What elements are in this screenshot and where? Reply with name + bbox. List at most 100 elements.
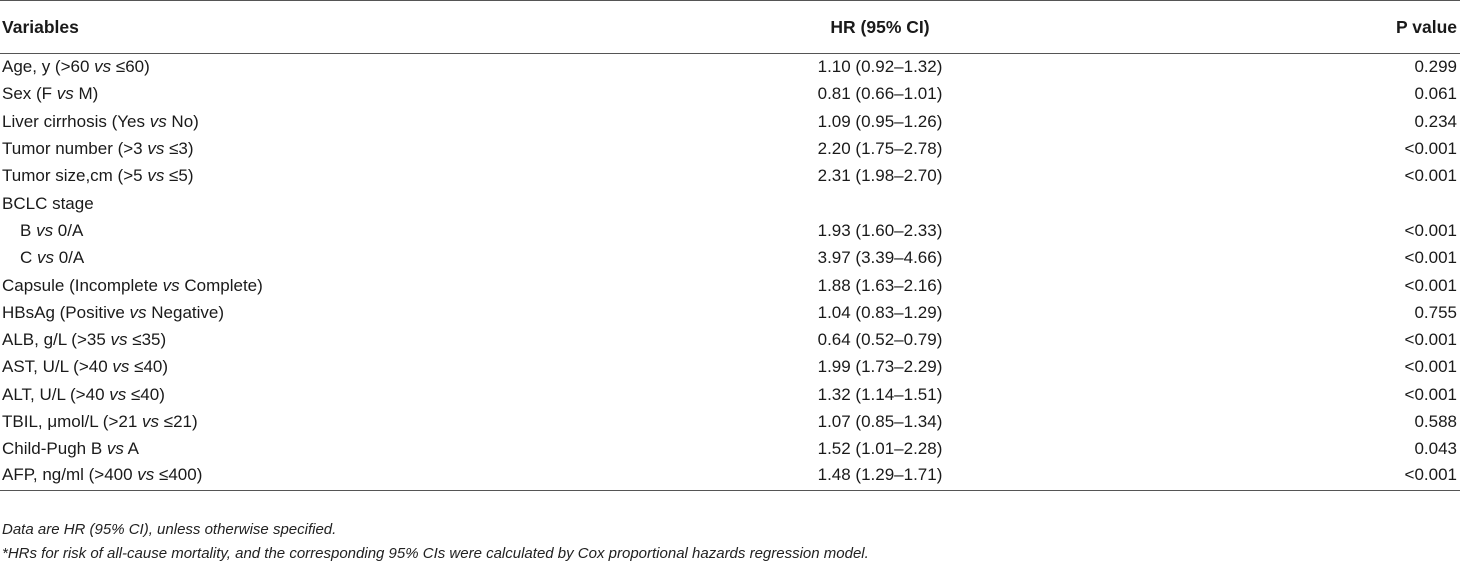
variable-text: Capsule (Incomplete xyxy=(2,275,163,295)
variable-text: Child-Pugh B xyxy=(2,439,107,459)
footnote: Data are HR (95% CI), unless otherwise s… xyxy=(2,521,337,538)
table-row: Child-Pugh B vs A 1.52 (1.01–2.28) 0.043 xyxy=(0,436,1460,463)
variable-text: B xyxy=(20,220,37,240)
cell-variable: Child-Pugh B vs A xyxy=(0,436,700,463)
table-row: Capsule (Incomplete vs Complete) 1.88 (1.… xyxy=(0,272,1460,299)
cell-hr: 2.31 (1.98–2.70) xyxy=(817,166,943,186)
variable-text-suffix: ≤400) xyxy=(154,464,203,484)
cell-hr: 1.48 (1.29–1.71) xyxy=(817,464,943,484)
variable-vs: vs xyxy=(162,275,180,295)
cell-hr: 1.10 (0.92–1.32) xyxy=(817,57,943,77)
cell-p-value: <0.001 xyxy=(1404,384,1457,404)
cell-p-value: 0.061 xyxy=(1414,84,1457,104)
variable-vs: vs xyxy=(110,330,128,350)
variable-text-suffix: Complete) xyxy=(179,275,263,295)
variable-text-suffix: Negative) xyxy=(146,302,225,322)
variable-text-suffix: ≤60) xyxy=(111,57,150,77)
table-row: Tumor size,cm (>5 vs ≤5) 2.31 (1.98–2.70)… xyxy=(0,163,1460,190)
cell-variable: C vs 0/A xyxy=(0,245,700,272)
cell-p-value: 0.234 xyxy=(1414,111,1457,131)
header-p-value: P value xyxy=(1060,0,1460,54)
cell-variable: Sex (F vs M) xyxy=(0,81,700,108)
cell-variable: Liver cirrhosis (Yes vs No) xyxy=(0,108,700,135)
variable-text: ALB, g/L (>35 xyxy=(2,330,111,350)
cell-variable: ALT, U/L (>40 vs ≤40) xyxy=(0,381,700,408)
cell-p-value: <0.001 xyxy=(1404,357,1457,377)
cell-p-value: 0.588 xyxy=(1414,412,1457,431)
cell-p-value: <0.001 xyxy=(1404,275,1457,295)
variable-text: BCLC stage xyxy=(2,193,94,213)
cell-hr: 1.07 (0.85–1.34) xyxy=(817,412,943,431)
variable-text: Tumor number (>3 xyxy=(2,139,148,159)
table-header: Variables HR (95% CI) P value xyxy=(0,0,1460,54)
table-row: ALB, g/L (>35 vs ≤35) 0.64 (0.52–0.79) <0.… xyxy=(0,326,1460,353)
table-row: ALT, U/L (>40 vs ≤40) 1.32 (1.14–1.51) <0.… xyxy=(0,381,1460,408)
variable-vs: vs xyxy=(112,357,130,377)
table-row: Sex (F vs M) 0.81 (0.66–1.01) 0.061 xyxy=(0,81,1460,108)
table-row: HBsAg (Positive vs Negative) 1.04 (0.83–1… xyxy=(0,299,1460,326)
cell-variable: TBIL, μmol/L (>21 vs ≤21) xyxy=(0,408,700,435)
variable-vs: vs xyxy=(106,439,124,459)
cell-variable: BCLC stage xyxy=(0,190,700,217)
cell-p-value: 0.299 xyxy=(1414,57,1457,77)
cell-variable: HBsAg (Positive vs Negative) xyxy=(0,299,700,326)
table-row: B vs 0/A 1.93 (1.60–2.33) <0.001 xyxy=(0,217,1460,244)
cell-hr: 1.09 (0.95–1.26) xyxy=(817,111,943,131)
variable-vs: vs xyxy=(142,412,160,431)
cell-hr: 3.97 (3.39–4.66) xyxy=(817,248,943,268)
variable-text-suffix: No) xyxy=(166,111,199,131)
cell-variable: AST, U/L (>40 vs ≤40) xyxy=(0,354,700,381)
cell-hr: 1.52 (1.01–2.28) xyxy=(817,439,943,459)
table-footnotes: Data are HR (95% CI), unless otherwise s… xyxy=(2,518,869,566)
variable-vs: vs xyxy=(36,220,54,240)
cell-variable: AFP, ng/ml (>400 vs ≤400) xyxy=(0,463,700,490)
variable-vs: vs xyxy=(137,464,155,484)
variable-vs: vs xyxy=(149,111,167,131)
cell-p-value: <0.001 xyxy=(1404,330,1457,350)
variable-text: Age, y (>60 xyxy=(2,57,95,77)
table-row: Age, y (>60 vs ≤60) 1.10 (0.92–1.32) 0.299 xyxy=(0,54,1460,81)
hazard-ratio-table-container: Variables HR (95% CI) P value Age, y (>6… xyxy=(0,0,1460,491)
variable-text: Liver cirrhosis (Yes xyxy=(2,111,150,131)
table-body: Age, y (>60 vs ≤60) 1.10 (0.92–1.32) 0.299… xyxy=(0,54,1460,491)
variable-text-suffix: ≤21) xyxy=(159,412,198,431)
variable-text: C xyxy=(20,248,37,268)
variable-text-suffix: ≤3) xyxy=(164,139,194,159)
variable-vs: vs xyxy=(147,139,165,159)
cell-p-value: <0.001 xyxy=(1404,166,1457,186)
header-hr: HR (95% CI) xyxy=(700,0,1060,54)
variable-vs: vs xyxy=(37,248,54,268)
variable-text-suffix: ≤40) xyxy=(126,384,165,404)
cell-hr: 1.04 (0.83–1.29) xyxy=(817,302,943,322)
variable-vs: vs xyxy=(109,384,127,404)
variable-vs: vs xyxy=(56,84,74,104)
variable-text: AFP, ng/ml (>400 xyxy=(2,464,138,484)
variable-text-suffix: 0/A xyxy=(53,220,84,240)
variable-text: ALT, U/L (>40 xyxy=(2,384,110,404)
variable-text-suffix: M) xyxy=(73,84,99,104)
variable-vs: vs xyxy=(129,302,147,322)
header-row: Variables HR (95% CI) P value xyxy=(0,0,1460,54)
footnote: *HRs for risk of all-cause mortality, an… xyxy=(2,545,869,562)
table-row: BCLC stage xyxy=(0,190,1460,217)
table-row: AST, U/L (>40 vs ≤40) 1.99 (1.73–2.29) <0.… xyxy=(0,354,1460,381)
variable-text: Tumor size,cm (>5 xyxy=(2,166,148,186)
table-row: Tumor number (>3 vs ≤3) 2.20 (1.75–2.78) <… xyxy=(0,135,1460,162)
variable-text-suffix: ≤40) xyxy=(129,357,169,377)
cell-p-value: 0.755 xyxy=(1414,302,1457,322)
cell-hr: 1.88 (1.63–2.16) xyxy=(817,275,943,295)
variable-vs: vs xyxy=(94,57,112,77)
header-variables: Variables xyxy=(0,0,700,54)
cell-variable: Age, y (>60 vs ≤60) xyxy=(0,54,700,81)
cell-p-value xyxy=(1060,190,1460,217)
cell-hr: 0.64 (0.52–0.79) xyxy=(817,330,943,350)
cell-p-value: <0.001 xyxy=(1404,139,1457,159)
cell-p-value: <0.001 xyxy=(1404,464,1457,484)
cell-variable: Tumor number (>3 vs ≤3) xyxy=(0,135,700,162)
cell-variable: Tumor size,cm (>5 vs ≤5) xyxy=(0,163,700,190)
cell-variable: ALB, g/L (>35 vs ≤35) xyxy=(0,326,700,353)
hazard-ratio-table: Variables HR (95% CI) P value Age, y (>6… xyxy=(0,0,1460,491)
variable-text: AST, U/L (>40 xyxy=(2,357,113,377)
cell-variable: B vs 0/A xyxy=(0,217,700,244)
cell-hr xyxy=(700,190,1060,217)
